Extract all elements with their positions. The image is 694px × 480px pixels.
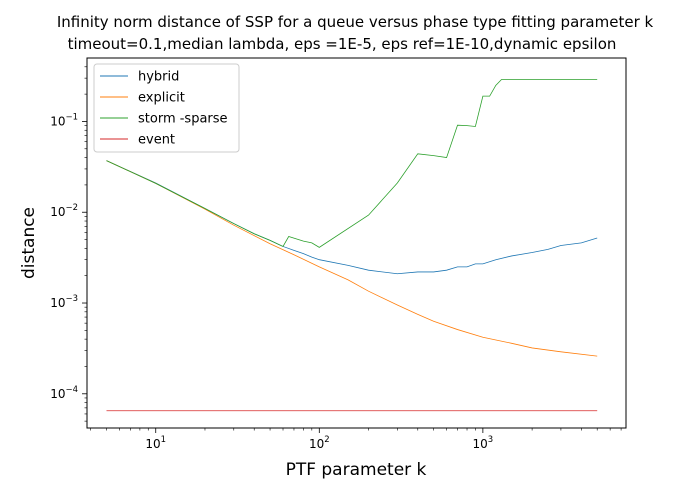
x-axis-label: PTF parameter k — [286, 460, 427, 480]
y-tick-label: 10−4 — [50, 385, 78, 401]
y-tick-label: 10−3 — [50, 294, 78, 310]
y-tick-label: 10−2 — [50, 203, 78, 219]
plot-frame — [86, 57, 627, 429]
chart-title: Infinity norm distance of SSP for a queu… — [57, 13, 654, 31]
x-tick-label: 103 — [473, 435, 494, 451]
legend: hybrid explicit storm -sparse event — [93, 63, 240, 153]
series-line-storm-sparse — [106, 79, 598, 248]
tick-layer: 101 102 103 10−4 10−3 10−2 10−1 — [50, 66, 622, 451]
series-layer — [106, 79, 598, 412]
legend-label: hybrid — [138, 70, 179, 85]
legend-label: explicit — [138, 91, 185, 106]
y-tick-label: 10−1 — [50, 112, 78, 128]
chart-subtitle: timeout=0.1,median lambda, eps =1E-5, ep… — [68, 35, 617, 53]
x-tick-label: 101 — [145, 435, 166, 451]
y-axis-label: distance — [19, 207, 39, 279]
legend-box — [93, 63, 240, 153]
series-line-explicit — [106, 160, 598, 357]
legend-label: storm -sparse — [138, 112, 228, 127]
legend-label: event — [138, 133, 175, 148]
x-tick-label: 102 — [309, 435, 330, 451]
